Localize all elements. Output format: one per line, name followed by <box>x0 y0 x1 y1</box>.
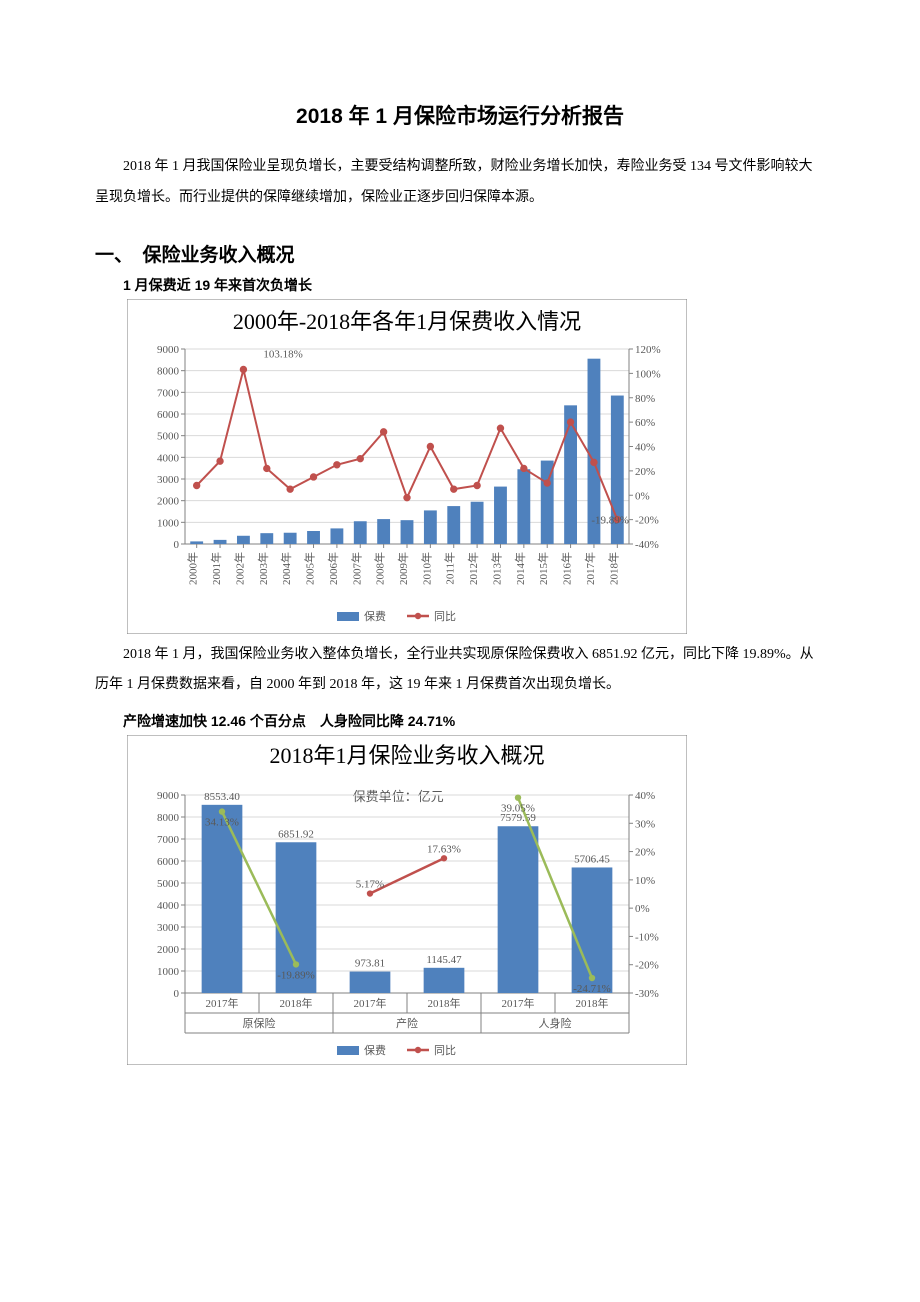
svg-text:5000: 5000 <box>157 430 180 442</box>
svg-text:2017年: 2017年 <box>502 996 535 1010</box>
svg-text:2003年: 2003年 <box>256 552 270 585</box>
svg-text:-40%: -40% <box>635 539 659 551</box>
svg-text:保费单位：亿元: 保费单位：亿元 <box>353 789 444 804</box>
svg-text:-20%: -20% <box>635 514 659 526</box>
svg-text:2012年: 2012年 <box>466 552 480 585</box>
section-1-heading: 一、 保险业务收入概况 <box>95 240 825 267</box>
svg-text:6000: 6000 <box>157 409 180 421</box>
svg-text:2018年1月保险业务收入概况: 2018年1月保险业务收入概况 <box>269 743 544 768</box>
svg-text:3000: 3000 <box>157 474 180 486</box>
svg-text:2010年: 2010年 <box>419 552 433 585</box>
svg-text:4000: 4000 <box>157 452 180 464</box>
document-page: 2018 年 1 月保险市场运行分析报告 2018 年 1 月我国保险业呈现负增… <box>0 0 920 1105</box>
svg-text:9000: 9000 <box>157 790 180 802</box>
svg-text:保费: 保费 <box>364 1043 386 1057</box>
svg-text:30%: 30% <box>635 818 655 830</box>
svg-text:10%: 10% <box>635 875 655 887</box>
svg-text:2005年: 2005年 <box>303 552 317 585</box>
svg-text:2001年: 2001年 <box>209 552 223 585</box>
svg-text:-10%: -10% <box>635 932 659 944</box>
svg-text:2017年: 2017年 <box>583 552 597 585</box>
svg-text:0: 0 <box>174 988 180 1000</box>
svg-text:5.17%: 5.17% <box>356 879 384 891</box>
svg-text:2017年: 2017年 <box>354 996 387 1010</box>
svg-text:2007年: 2007年 <box>349 552 363 585</box>
svg-text:60%: 60% <box>635 417 655 429</box>
svg-text:2018年: 2018年 <box>606 552 620 585</box>
svg-text:2017年: 2017年 <box>206 996 239 1010</box>
svg-text:-20%: -20% <box>635 960 659 972</box>
svg-text:2013年: 2013年 <box>489 552 503 585</box>
svg-text:同比: 同比 <box>434 1044 456 1057</box>
svg-text:2000: 2000 <box>157 944 180 956</box>
svg-text:原保险: 原保险 <box>243 1016 276 1030</box>
subheading-1: 1 月保费近 19 年来首次负增长 <box>95 275 825 295</box>
svg-text:20%: 20% <box>635 465 655 477</box>
svg-text:2000: 2000 <box>157 495 180 507</box>
svg-text:2000年: 2000年 <box>186 552 200 585</box>
svg-text:40%: 40% <box>635 790 655 802</box>
svg-text:2002年: 2002年 <box>232 552 246 585</box>
svg-text:1000: 1000 <box>157 517 180 529</box>
svg-text:1000: 1000 <box>157 966 180 978</box>
svg-text:同比: 同比 <box>434 610 456 623</box>
svg-text:2009年: 2009年 <box>396 552 410 585</box>
svg-text:6851.92: 6851.92 <box>278 828 314 840</box>
svg-text:2018年: 2018年 <box>428 996 461 1010</box>
svg-text:-19.89%: -19.89% <box>277 970 315 982</box>
svg-text:3000: 3000 <box>157 922 180 934</box>
svg-text:6000: 6000 <box>157 856 180 868</box>
svg-text:8000: 8000 <box>157 812 180 824</box>
paragraph-1: 2018 年 1 月，我国保险业务收入整体负增长，全行业共实现原保险保费收入 6… <box>95 640 825 702</box>
svg-text:2008年: 2008年 <box>373 552 387 585</box>
svg-text:-24.71%: -24.71% <box>573 983 611 995</box>
svg-text:人身险: 人身险 <box>539 1016 572 1030</box>
svg-text:2018年: 2018年 <box>576 996 609 1010</box>
svg-text:0: 0 <box>174 539 180 551</box>
chart-2-container: 2018年1月保险业务收入概况保费单位：亿元 0 1000 2000 3000 4000 5… <box>127 735 825 1065</box>
svg-text:7000: 7000 <box>157 834 180 846</box>
svg-text:2004年: 2004年 <box>279 552 293 585</box>
svg-text:7000: 7000 <box>157 387 180 399</box>
svg-text:-30%: -30% <box>635 988 659 1000</box>
chart-2: 2018年1月保险业务收入概况保费单位：亿元 0 1000 2000 3000 4000 5… <box>127 735 687 1065</box>
svg-text:4000: 4000 <box>157 900 180 912</box>
svg-text:8000: 8000 <box>157 365 180 377</box>
svg-text:973.81: 973.81 <box>355 958 385 970</box>
svg-text:9000: 9000 <box>157 344 180 356</box>
chart-1-container: 2000年-2018年各年1月保费收入情况 0 1000 2000 3000 4000 50… <box>127 299 825 634</box>
svg-text:0%: 0% <box>635 490 650 502</box>
svg-text:20%: 20% <box>635 847 655 859</box>
svg-text:-19.89%: -19.89% <box>591 514 629 526</box>
document-title: 2018 年 1 月保险市场运行分析报告 <box>95 100 825 130</box>
svg-text:40%: 40% <box>635 441 655 453</box>
svg-text:2014年: 2014年 <box>513 552 527 585</box>
svg-text:5706.45: 5706.45 <box>574 854 610 866</box>
svg-text:5000: 5000 <box>157 878 180 890</box>
svg-text:2011年: 2011年 <box>443 552 457 585</box>
svg-text:保费: 保费 <box>364 609 386 623</box>
svg-text:120%: 120% <box>635 344 661 356</box>
svg-text:2006年: 2006年 <box>326 552 340 585</box>
svg-text:2016年: 2016年 <box>560 552 574 585</box>
svg-text:103.18%: 103.18% <box>263 348 302 360</box>
svg-text:17.63%: 17.63% <box>427 843 461 855</box>
svg-text:2018年: 2018年 <box>280 996 313 1010</box>
svg-text:2000年-2018年各年1月保费收入情况: 2000年-2018年各年1月保费收入情况 <box>233 309 581 334</box>
svg-text:0%: 0% <box>635 903 650 915</box>
svg-text:产险: 产险 <box>396 1016 418 1030</box>
subheading-2: 产险增速加快 12.46 个百分点 人身险同比降 24.71% <box>95 711 825 731</box>
intro-paragraph: 2018 年 1 月我国保险业呈现负增长，主要受结构调整所致，财险业务增长加快，… <box>95 152 825 214</box>
chart-1: 2000年-2018年各年1月保费收入情况 0 1000 2000 3000 4000 50… <box>127 299 687 634</box>
svg-text:34.13%: 34.13% <box>205 817 239 829</box>
svg-text:100%: 100% <box>635 368 661 380</box>
svg-text:39.05%: 39.05% <box>501 803 535 815</box>
svg-text:80%: 80% <box>635 392 655 404</box>
svg-text:1145.47: 1145.47 <box>426 954 462 966</box>
svg-text:2015年: 2015年 <box>536 552 550 585</box>
svg-text:8553.40: 8553.40 <box>204 791 240 803</box>
